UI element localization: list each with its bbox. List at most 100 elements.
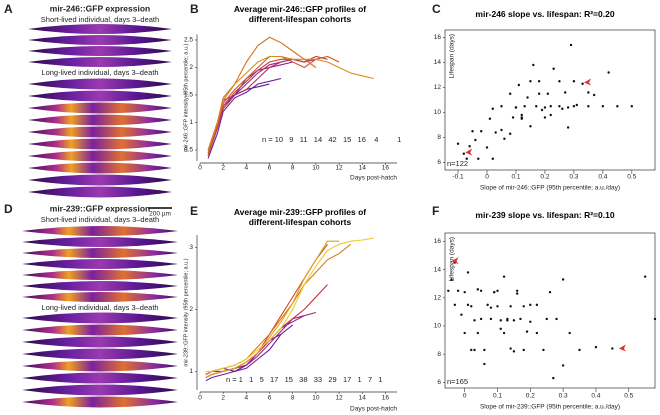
x-tick-label: 0.4 (591, 393, 600, 400)
point (566, 106, 570, 109)
y-tick-label: 10 (434, 109, 442, 116)
point (568, 331, 571, 335)
x-tick-label: 6 (268, 165, 272, 172)
point (500, 128, 503, 132)
x-tick-label: 10 (312, 165, 320, 172)
x-tick-label: 0.4 (598, 174, 607, 181)
x-tick-label: 0 (198, 395, 202, 402)
point (581, 82, 584, 85)
y-tick-label: 2 (189, 306, 193, 313)
worm-image (28, 24, 172, 34)
point (542, 348, 545, 352)
panel-letter: B (190, 2, 199, 16)
point (485, 146, 489, 149)
x-tick-label: -0.1 (452, 174, 464, 181)
x-tick-label: 0 (485, 174, 489, 181)
worm-image (28, 174, 172, 186)
point (643, 275, 647, 278)
worm-image (28, 35, 172, 45)
x-tick-label: 8 (291, 395, 295, 402)
chart-title: Average mir-239::GFP profiles of differe… (233, 207, 367, 227)
point (529, 125, 532, 128)
point (509, 305, 512, 308)
point (476, 331, 480, 335)
point (483, 362, 486, 366)
y-tick-label: 12 (434, 295, 442, 302)
chart-title: mir-239 slope vs. lifespan: R²=0.10 (475, 210, 615, 220)
worm-image (22, 248, 178, 258)
worm-image (22, 281, 178, 291)
worm-image (22, 312, 178, 324)
chart-title: mir-246 slope vs. lifespan: R²=0.20 (475, 9, 615, 19)
point (532, 63, 535, 67)
x-tick-label: 0.2 (540, 174, 549, 181)
cohort-line (205, 243, 328, 379)
point (522, 348, 525, 352)
point (493, 290, 496, 294)
point (561, 278, 565, 281)
point (611, 347, 614, 350)
y-tick-label: 2 (189, 64, 193, 71)
point (447, 289, 450, 292)
point (502, 331, 506, 335)
point (616, 105, 619, 108)
point (502, 275, 506, 278)
point (578, 348, 581, 352)
point (500, 105, 503, 108)
point (653, 317, 657, 321)
point (511, 116, 515, 119)
point (566, 126, 570, 129)
highlight-arrow (451, 257, 459, 265)
x-tick-label: 2 (221, 395, 225, 402)
point (499, 319, 502, 322)
panel-letter: F (432, 204, 439, 218)
point (463, 290, 466, 294)
point (540, 108, 544, 112)
plot-frame (444, 29, 656, 171)
worm-image (22, 384, 178, 396)
point (587, 105, 590, 108)
worm-image (22, 336, 178, 348)
point (592, 93, 596, 97)
worm-image (28, 186, 172, 198)
cohort-line (207, 83, 270, 156)
point (509, 347, 512, 350)
point (601, 105, 605, 108)
y-tick-label: 1 (189, 119, 193, 126)
point (471, 130, 474, 133)
cohort-line (205, 284, 328, 375)
y-tick-label: 14 (434, 266, 442, 273)
worm-image (28, 126, 172, 138)
x-tick-label: 0.5 (624, 393, 633, 400)
point (594, 345, 598, 349)
point (496, 305, 499, 308)
y-tick-label: 1.5 (184, 92, 193, 99)
point (476, 288, 480, 291)
point (456, 142, 460, 145)
group-label: Short-lived individual, days 3–death (41, 215, 159, 224)
x-axis-title: Slope of mir-239::GFP (95th percentile; … (480, 404, 620, 411)
cohort-line (205, 243, 351, 375)
point (515, 292, 519, 295)
x-axis-title: Slope of mir-246::GFP (95th percentile; … (480, 185, 620, 192)
point (462, 152, 466, 155)
point (508, 132, 512, 135)
cohort-line (205, 311, 317, 379)
x-tick-label: 12 (335, 395, 343, 402)
panel-letter: A (4, 2, 13, 16)
x-tick-label: 0.3 (569, 174, 578, 181)
worm-image (28, 150, 172, 162)
y-tick-label: 6 (437, 379, 441, 386)
point (499, 327, 502, 331)
y-tick-label: 8 (437, 351, 441, 358)
point (529, 303, 532, 307)
sample-size: n=122 (447, 159, 468, 168)
y-axis-title: Lifespan (days) (449, 34, 456, 78)
group-label: Long-lived individual, days 3–death (41, 68, 158, 77)
point (460, 313, 463, 316)
point (506, 317, 509, 321)
x-tick-label: 10 (312, 395, 320, 402)
worm-image (22, 324, 178, 336)
worm-image (22, 292, 178, 302)
cohort-line (207, 55, 374, 151)
